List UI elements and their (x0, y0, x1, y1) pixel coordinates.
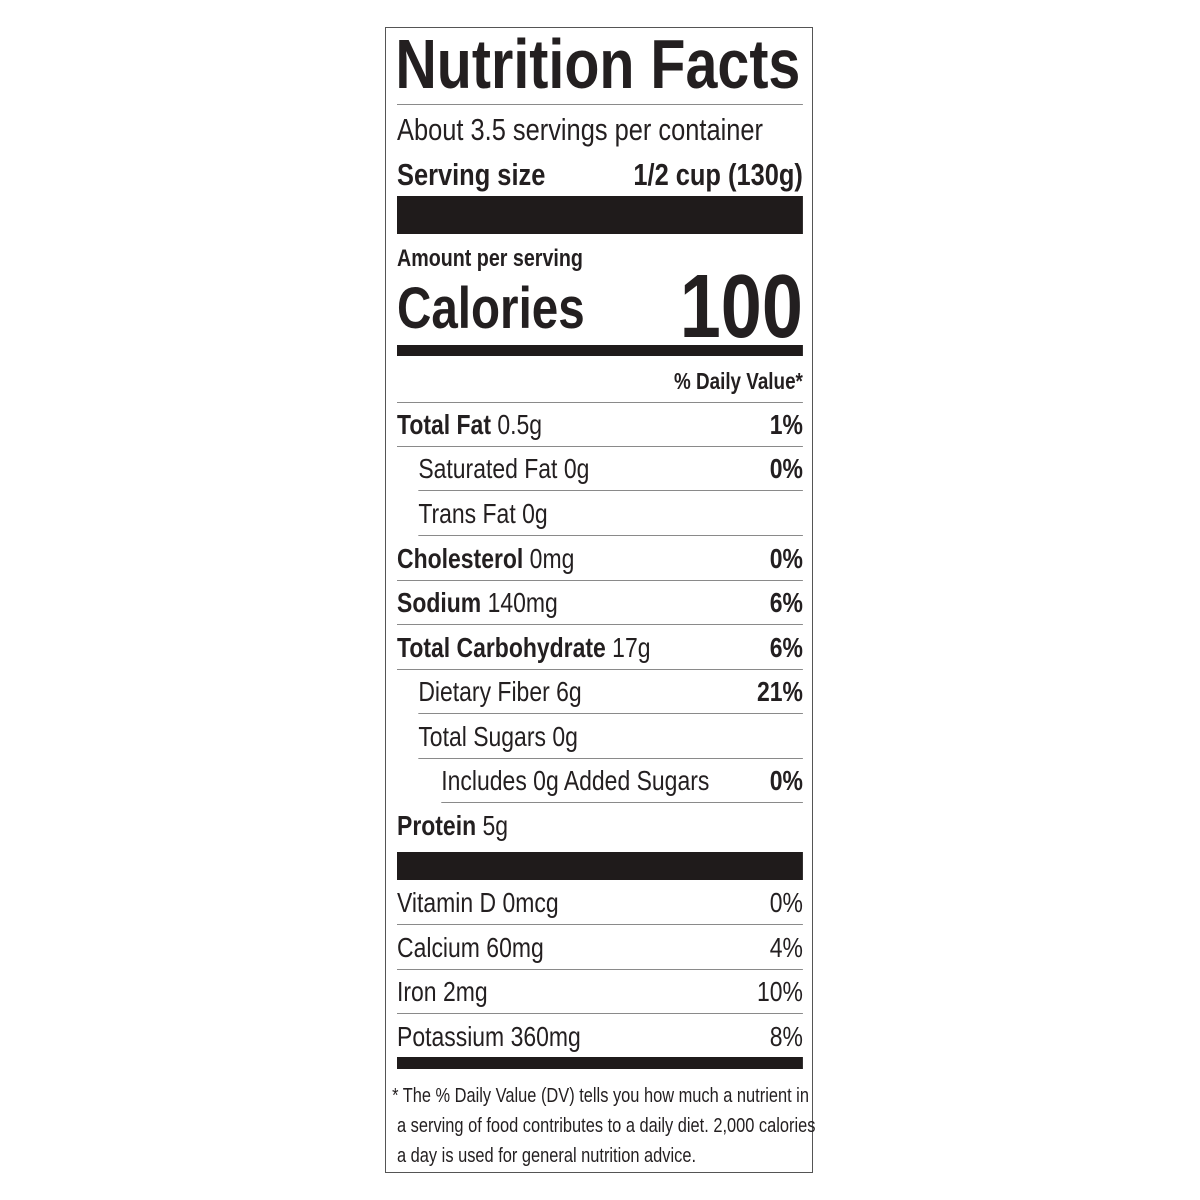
nutrition-facts-panel: Nutrition Facts About 3.5 servings per c… (392, 0, 815, 1200)
nutrient-name: Includes 0g Added Sugars (441, 764, 710, 796)
nutrient-dv: 0% (769, 452, 803, 484)
servings-per-container: About 3.5 servings per container (397, 112, 763, 147)
nutrient-amount: 140mg (487, 586, 558, 618)
nutrient-dv: 21% (756, 675, 803, 707)
thick-divider (397, 852, 803, 880)
footnote-line: * The % Daily Value (DV) tells you how m… (392, 1085, 809, 1107)
nutrient-name: Cholesterol (397, 542, 524, 574)
nutrient-name: Saturated Fat 0g (418, 452, 590, 484)
nutrient-dv: 0% (769, 764, 803, 796)
footnote-line: a day is used for general nutrition advi… (397, 1145, 697, 1167)
amount-per-serving: Amount per serving (397, 245, 583, 272)
vitamin-dv: 10% (756, 975, 803, 1007)
vitamin-name: Potassium 360mg (397, 1021, 581, 1052)
nutrient-row-cholesterol: Cholesterol 0mg 0% (397, 537, 803, 581)
nutrient-name: Total Carbohydrate (397, 631, 606, 663)
vitamin-dv: 0% (769, 886, 803, 918)
vitamin-dv: 8% (769, 1021, 803, 1052)
vitamin-row-vitamin-d: Vitamin D 0mcg 0% (397, 881, 803, 925)
serving-size-label: Serving size (397, 157, 546, 192)
serving-size: Serving size 1/2 cup (130g) (397, 157, 803, 193)
divider (397, 402, 803, 403)
nutrient-name: Sodium (397, 586, 482, 618)
nutrient-row-added-sugars: Includes 0g Added Sugars 0% (441, 759, 803, 803)
nutrient-dv: 0% (769, 542, 803, 574)
nutrient-row-total-carbohydrate: Total Carbohydrate 17g 6% (397, 626, 803, 670)
calories-value: 100 (679, 257, 803, 357)
nutrient-name: Dietary Fiber 6g (418, 675, 582, 707)
nutrient-name: Total Fat (397, 408, 491, 440)
footnote: * The % Daily Value (DV) tells you how m… (392, 1081, 815, 1171)
nutrient-row-total-sugars: Total Sugars 0g (418, 715, 803, 759)
nutrient-name: Trans Fat 0g (418, 497, 548, 529)
nutrient-row-sodium: Sodium 140mg 6% (397, 581, 803, 625)
nutrient-row-trans-fat: Trans Fat 0g (418, 492, 803, 536)
vitamin-name: Vitamin D 0mcg (397, 886, 559, 918)
nutrient-dv: 6% (769, 586, 803, 618)
daily-value-header: % Daily Value* (673, 368, 803, 394)
vitamin-row-potassium: Potassium 360mg 8% (397, 1015, 803, 1059)
vitamin-dv: 4% (769, 931, 803, 963)
title: Nutrition Facts (395, 25, 801, 103)
nutrient-amount: 0mg (529, 542, 575, 574)
serving-size-value: 1/2 cup (130g) (633, 157, 803, 192)
divider (397, 104, 803, 105)
nutrient-amount: 5g (482, 810, 509, 841)
nutrient-name: Protein (397, 810, 477, 841)
vitamin-row-iron: Iron 2mg 10% (397, 970, 803, 1014)
vitamin-row-calcium: Calcium 60mg 4% (397, 926, 803, 970)
nutrient-name: Total Sugars 0g (418, 720, 578, 752)
vitamin-name: Calcium 60mg (397, 931, 544, 963)
vitamin-name: Iron 2mg (397, 975, 488, 1007)
calories-label: Calories (397, 276, 585, 341)
nutrient-row-dietary-fiber: Dietary Fiber 6g 21% (418, 670, 803, 714)
medium-divider (397, 1057, 803, 1069)
thick-divider (397, 196, 803, 234)
nutrient-row-saturated-fat: Saturated Fat 0g 0% (418, 447, 803, 491)
nutrient-dv: 1% (769, 408, 803, 440)
footnote-line: a serving of food contributes to a daily… (397, 1115, 816, 1137)
nutrient-dv: 6% (769, 631, 803, 663)
medium-divider (397, 345, 803, 356)
nutrient-amount: 0.5g (497, 408, 543, 440)
nutrient-row-total-fat: Total Fat 0.5g 1% (397, 403, 803, 447)
nutrient-amount: 17g (612, 631, 651, 663)
nutrient-row-protein: Protein 5g (397, 804, 803, 848)
